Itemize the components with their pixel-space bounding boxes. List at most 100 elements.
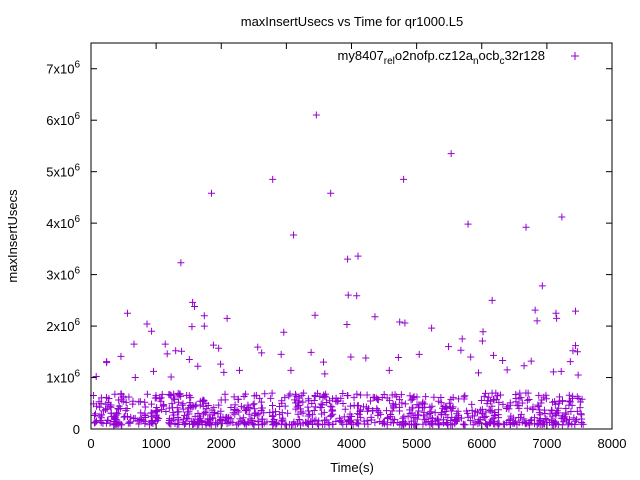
data-point-band [494,421,502,429]
data-point-band [382,407,390,415]
data-point-band [185,392,193,400]
data-point [522,223,530,231]
data-point-band [221,416,229,424]
data-point-band [421,416,429,424]
data-point-band [234,395,242,403]
data-point-band [202,399,210,407]
data-point-band [297,408,305,416]
data-point-band [444,421,452,429]
data-point [130,340,138,348]
data-point-band [449,403,457,411]
data-point-band [392,400,400,408]
data-point-band [90,411,98,419]
data-point-band [350,394,358,402]
data-point-band [571,421,579,429]
data-point-band [311,392,319,400]
data-point-band [517,410,525,418]
data-point-band [278,397,286,405]
data-point-band [210,409,218,417]
data-point-band [551,400,559,408]
data-point-band [294,402,302,410]
data-point-band [300,389,308,397]
data-point-band [518,399,526,407]
data-point-band [168,400,176,408]
data-point-band [355,410,363,418]
data-point [531,306,539,314]
data-point-band [322,393,330,401]
data-point-band [490,420,498,428]
data-point-band [245,419,253,427]
data-point-band [209,414,217,422]
x-tick-label: 7000 [532,436,561,451]
data-point-band [141,420,149,428]
data-point-band [227,415,235,423]
data-point-band [143,390,151,398]
data-point-band [559,397,567,405]
data-point-band [195,412,203,420]
x-tick-label: 0 [87,436,94,451]
data-point-band [106,403,114,411]
data-point-band [273,419,281,427]
data-point [163,350,171,358]
data-point-band [573,416,581,424]
data-point [327,189,335,197]
data-point-band [244,401,252,409]
data-point-band [206,420,214,428]
data-point [161,340,169,348]
data-point-band [215,401,223,409]
data-point-band [261,390,269,398]
data-point-band [543,418,551,426]
data-point-band [245,410,253,418]
data-point-band [310,406,318,414]
data-point-band [387,418,395,426]
data-point-band [562,410,570,418]
data-point [277,350,285,358]
data-point-band [272,408,279,416]
data-point-band [477,396,485,404]
data-point-band [481,389,489,397]
data-point-band [525,419,533,427]
data-point-band [254,417,262,425]
data-point-band [502,405,510,413]
data-point-band [196,401,204,409]
data-point-band [244,418,252,426]
data-point-band [231,406,239,414]
data-point-band [547,406,555,414]
data-point-band [460,421,468,429]
data-point-band [338,418,346,426]
data-point-band [238,417,246,425]
data-point [280,328,288,336]
data-point [148,327,156,335]
data-point-band [531,414,539,422]
data-point-band [437,399,445,407]
data-point-band [340,413,348,421]
data-point [538,282,546,290]
data-point-band [263,418,271,426]
data-point-band [267,394,275,402]
data-point-band [517,414,525,422]
data-point-band [486,407,494,415]
data-point-band [422,393,430,401]
data-point-band [523,396,531,404]
data-point-band [479,413,487,421]
data-point-band [279,414,287,422]
data-point-band [552,420,560,428]
data-point-band [540,393,548,401]
data-point-band [257,398,265,406]
data-point-band [516,389,524,397]
data-point-band [415,407,423,415]
data-point-band [437,411,445,419]
data-point-band [428,420,436,428]
data-point-band [404,412,412,420]
data-point-band [529,405,537,413]
data-point-band [151,418,159,426]
data-point-band [230,393,238,401]
data-point [191,303,199,311]
data-point-band [175,398,183,406]
data-point-band [99,419,107,427]
x-tick-label: 3000 [272,436,301,451]
data-point [312,111,320,119]
data-point-band [426,410,434,418]
data-point-band [107,401,115,409]
data-point-band [156,395,164,403]
